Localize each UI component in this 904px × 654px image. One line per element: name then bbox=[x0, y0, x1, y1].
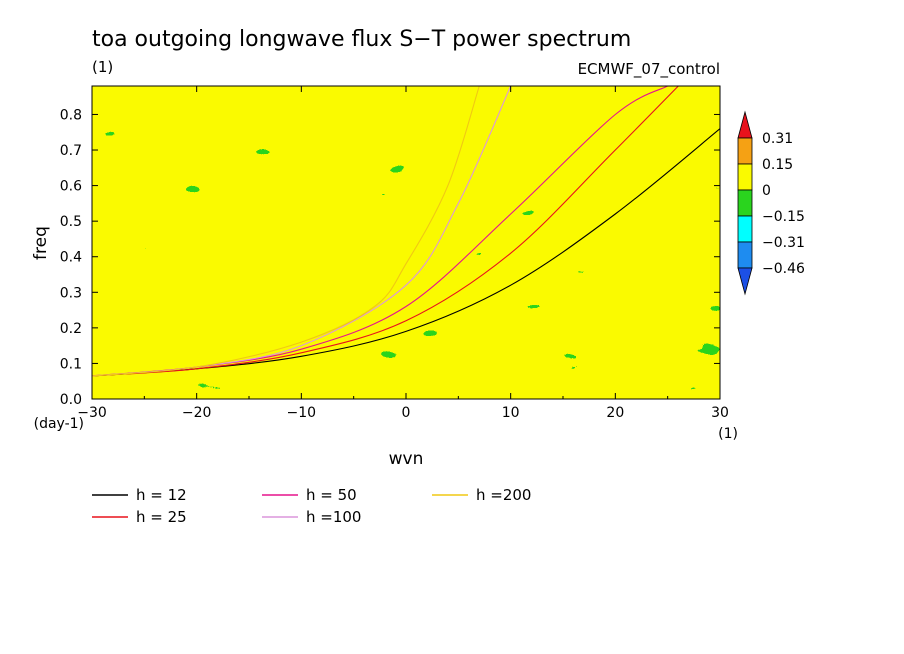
y-tick-label: 0.7 bbox=[60, 143, 82, 159]
spectrum-field-patches bbox=[92, 86, 720, 399]
colorbar-segment bbox=[737, 163, 753, 191]
colorbar-upper-triangle bbox=[737, 110, 753, 139]
colorbar-lower-triangle bbox=[737, 267, 753, 296]
colorbar-segment bbox=[737, 215, 753, 243]
colorbar-label: 0.31 bbox=[762, 131, 793, 147]
title-units: (1) bbox=[92, 58, 113, 76]
y-tick-label: 0.6 bbox=[60, 179, 82, 195]
colorbar-segment bbox=[737, 137, 753, 165]
x-axis-ticks: −30 −20 −10 0 10 20 30 bbox=[77, 86, 729, 421]
colorbar-segment bbox=[737, 241, 753, 269]
plot-area bbox=[92, 86, 720, 399]
x-tick-label: −30 bbox=[77, 405, 107, 421]
x-tick-label: 20 bbox=[606, 405, 624, 421]
y-tick-label: 0.0 bbox=[60, 392, 82, 408]
y-tick-label: 0.4 bbox=[60, 250, 82, 266]
y-axis-ticks: 0.0 0.1 0.2 0.3 0.4 0.5 0.6 0.7 0.8 bbox=[60, 107, 720, 408]
chart-title: toa outgoing longwave flux S−T power spe… bbox=[92, 27, 631, 52]
x-tick-label: 0 bbox=[402, 405, 411, 421]
y-tick-label: 0.5 bbox=[60, 214, 82, 230]
y-tick-label: 0.2 bbox=[60, 321, 82, 337]
x-tick-label: 30 bbox=[711, 405, 729, 421]
colorbar-label: 0.15 bbox=[762, 157, 793, 173]
x-tick-label: −20 bbox=[182, 405, 212, 421]
legend: h = 12 h = 25 h = 50 h =100 h =200 bbox=[92, 486, 531, 526]
legend-label: h =200 bbox=[476, 486, 531, 504]
y-axis-label: freq bbox=[31, 226, 51, 260]
legend-label: h = 25 bbox=[136, 508, 187, 526]
colorbar-label: −0.46 bbox=[762, 261, 805, 277]
curve-25 bbox=[92, 86, 680, 377]
y-tick-label: 0.1 bbox=[60, 356, 82, 372]
x-units-label: (1) bbox=[718, 426, 738, 442]
y-tick-label: 0.8 bbox=[60, 107, 82, 123]
colorbar-label: 0 bbox=[762, 183, 771, 199]
colorbar: 0.31 0.15 0 −0.15 −0.31 −0.46 bbox=[737, 110, 805, 296]
colorbar-segment bbox=[737, 189, 753, 217]
y-tick-label: 0.3 bbox=[60, 285, 82, 301]
x-tick-label: −10 bbox=[287, 405, 317, 421]
colorbar-label: −0.15 bbox=[762, 209, 805, 225]
x-axis-label: wvn bbox=[389, 449, 424, 469]
x-tick-label: 10 bbox=[502, 405, 520, 421]
curve-200 bbox=[92, 86, 480, 377]
y-units-label: (day-1) bbox=[34, 416, 84, 432]
legend-label: h =100 bbox=[306, 508, 361, 526]
legend-label: h = 50 bbox=[306, 486, 357, 504]
field-patch-layer bbox=[92, 86, 720, 399]
dispersion-curves bbox=[92, 86, 720, 377]
experiment-label: ECMWF_07_control bbox=[578, 60, 720, 79]
colorbar-label: −0.31 bbox=[762, 235, 805, 251]
legend-label: h = 12 bbox=[136, 486, 187, 504]
